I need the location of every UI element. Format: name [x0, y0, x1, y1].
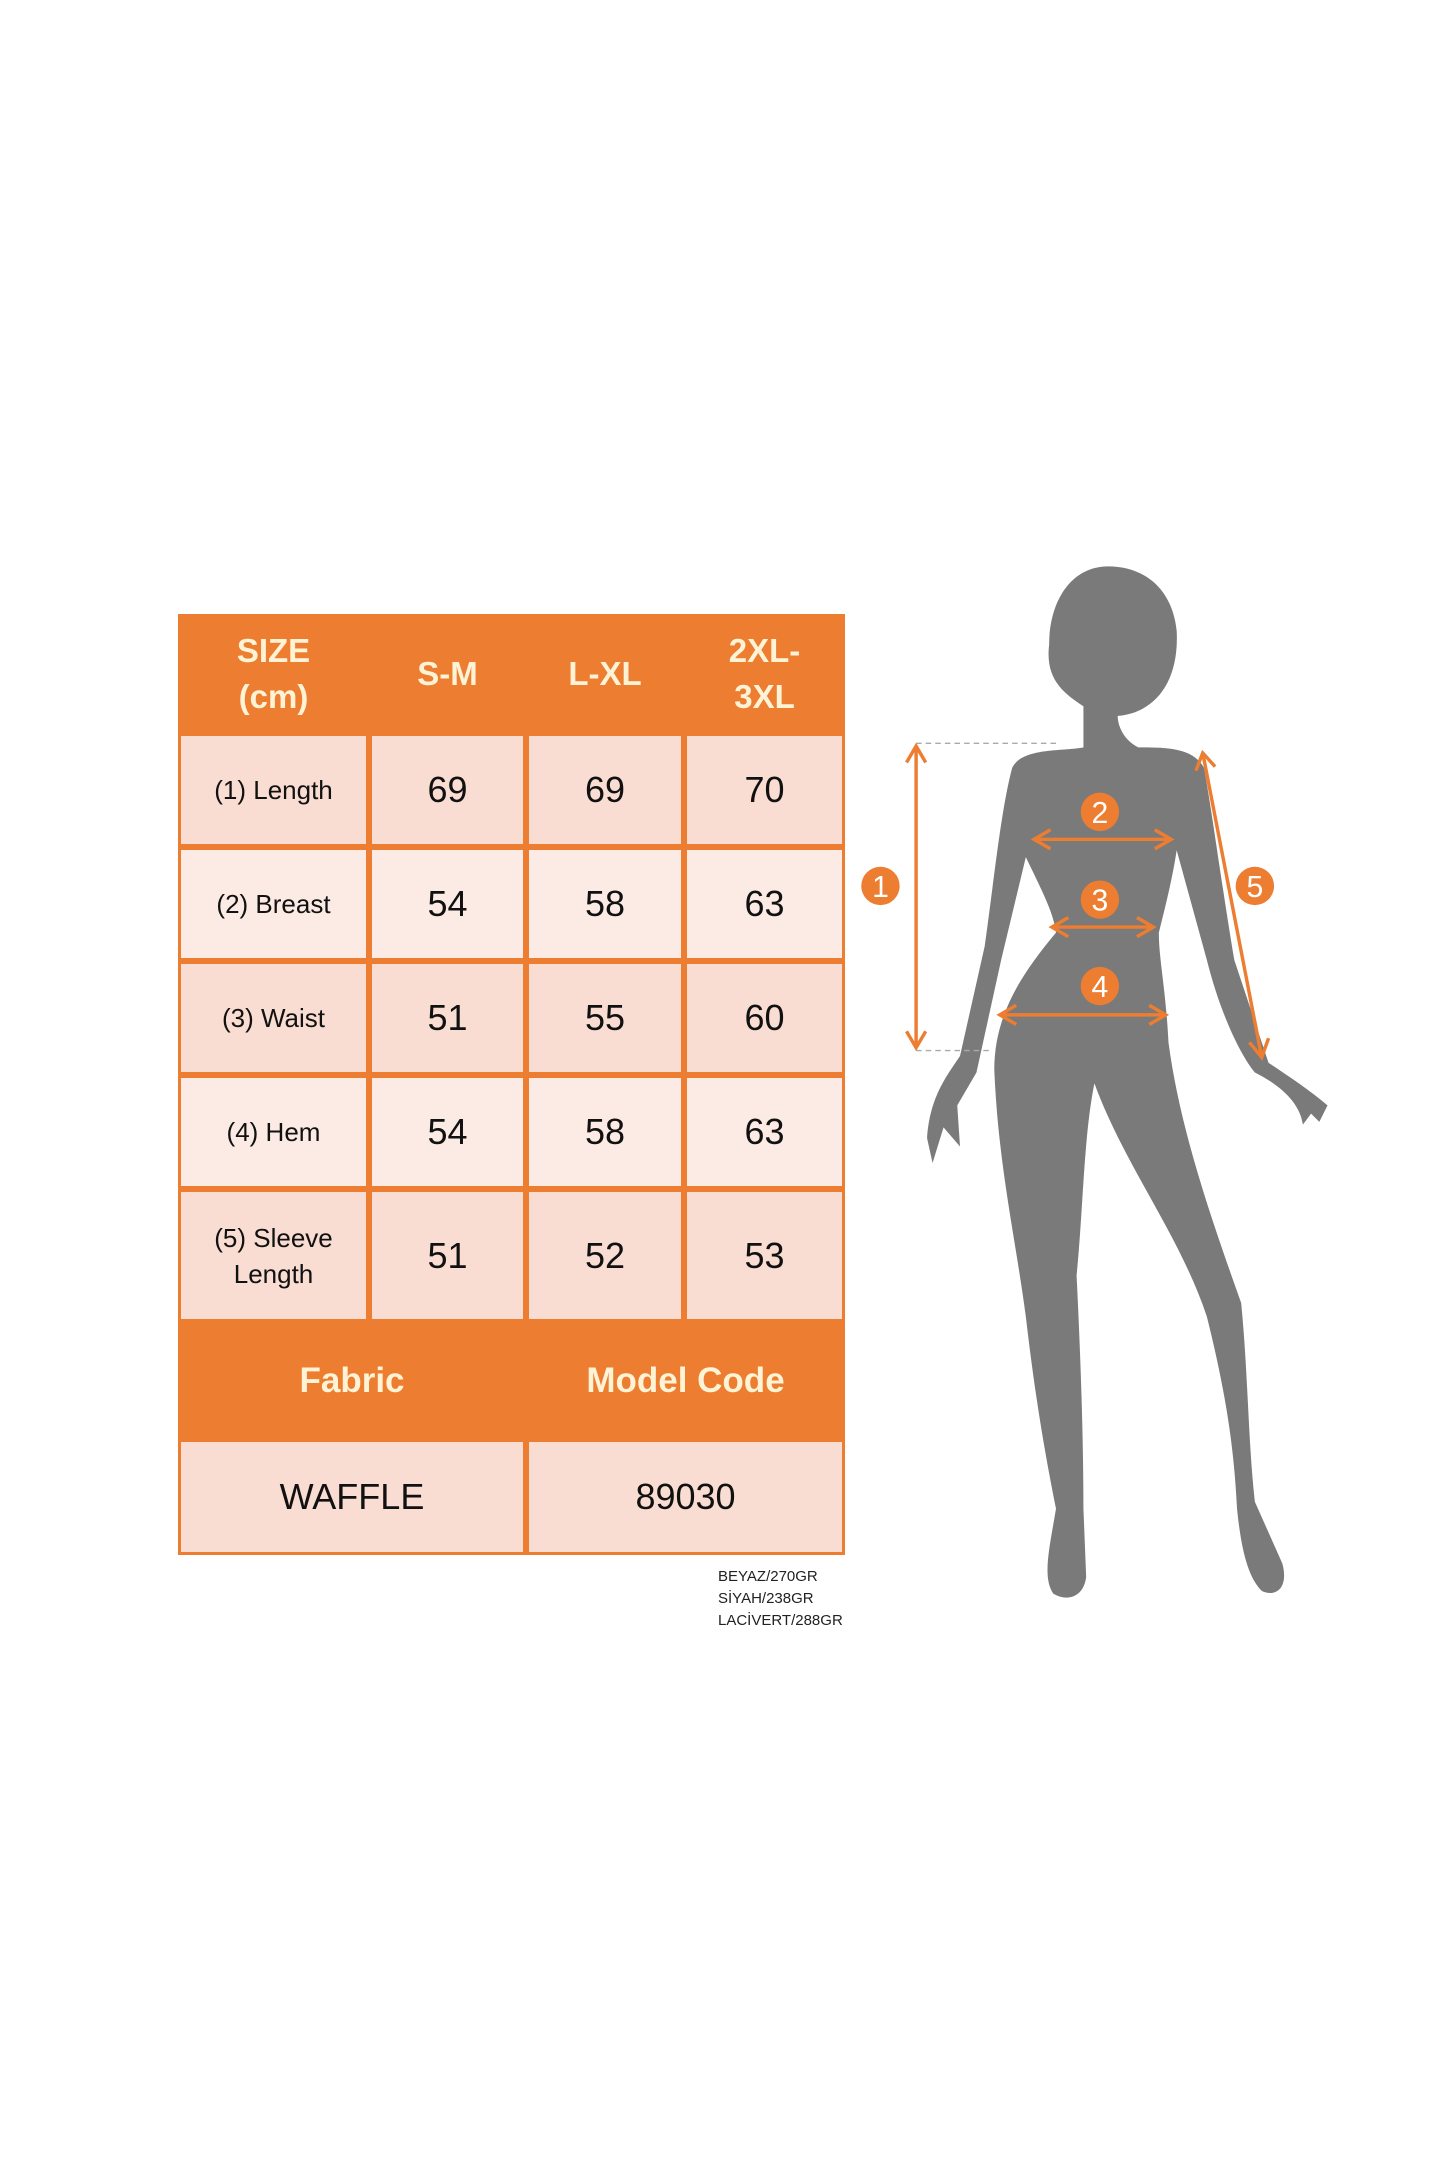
- fabric-weight-notes: BEYAZ/270GR SİYAH/238GR LACİVERT/288GR: [718, 1566, 843, 1632]
- measurement-value: 63: [684, 1075, 845, 1189]
- fabric-value-row: WAFFLE 89030: [178, 1439, 845, 1555]
- measurement-value: 55: [526, 961, 684, 1075]
- measurement-value: 60: [684, 961, 845, 1075]
- model-code-value: 89030: [526, 1439, 845, 1555]
- table-row: (5) Sleeve Length 51 52 53: [178, 1189, 845, 1322]
- model-code-label: Model Code: [586, 1360, 785, 1400]
- measurement-label: (3) Waist: [178, 961, 369, 1075]
- fabric-value: WAFFLE: [178, 1439, 526, 1555]
- marker-2: [1080, 792, 1120, 832]
- note-line: LACİVERT/288GR: [718, 1612, 843, 1629]
- fabric-header-row: Fabric Model Code: [178, 1322, 845, 1439]
- measurement-label: (5) Sleeve Length: [178, 1189, 369, 1322]
- measurement-label: (4) Hem: [178, 1075, 369, 1189]
- measurement-value: 51: [369, 1189, 526, 1322]
- marker-5: [1235, 866, 1275, 906]
- note-line: SİYAH/238GR: [718, 1590, 814, 1607]
- marker-5-label: 5: [1246, 871, 1263, 904]
- measurement-value: 52: [526, 1189, 684, 1322]
- measurement-value: 69: [526, 733, 684, 847]
- marker-2-label: 2: [1091, 797, 1108, 830]
- table-row: (4) Hem 54 58 63: [178, 1075, 845, 1189]
- marker-3-label: 3: [1091, 885, 1108, 918]
- measurement-value: 51: [369, 961, 526, 1075]
- marker-4-label: 4: [1091, 971, 1108, 1004]
- measurement-value: 58: [526, 1075, 684, 1189]
- measurement-value: 63: [684, 847, 845, 961]
- marker-1: [861, 866, 900, 906]
- measurement-value: 53: [684, 1189, 845, 1322]
- header-2xl-3xl: 2XL- 3XL: [728, 631, 801, 715]
- header-l-xl: L-XL: [568, 654, 642, 692]
- measurement-value: 69: [369, 733, 526, 847]
- table-header-row: SIZE (cm) S-M L-XL 2XL- 3XL: [178, 614, 845, 733]
- marker-3: [1080, 880, 1120, 919]
- measurement-label: (1) Length: [178, 733, 369, 847]
- measurement-value: 58: [526, 847, 684, 961]
- header-s-m: S-M: [417, 654, 478, 692]
- note-line: BEYAZ/270GR: [718, 1568, 818, 1585]
- measurement-arrows: [905, 742, 1271, 1061]
- measurement-value: 70: [684, 733, 845, 847]
- fabric-label: Fabric: [299, 1360, 405, 1400]
- measurement-value: 54: [369, 847, 526, 961]
- measurement-label: (2) Breast: [178, 847, 369, 961]
- table-row: (2) Breast 54 58 63: [178, 847, 845, 961]
- size-chart-table: SIZE (cm) S-M L-XL 2XL- 3XL (1) Length 69…: [178, 614, 845, 1555]
- table-row: (1) Length 69 69 70: [178, 733, 845, 847]
- marker-4: [1080, 966, 1120, 1006]
- measurement-value: 54: [369, 1075, 526, 1189]
- header-size: SIZE (cm): [236, 631, 311, 715]
- marker-1-label: 1: [872, 871, 889, 904]
- table-row: (3) Waist 51 55 60: [178, 961, 845, 1075]
- female-silhouette: [927, 566, 1328, 1598]
